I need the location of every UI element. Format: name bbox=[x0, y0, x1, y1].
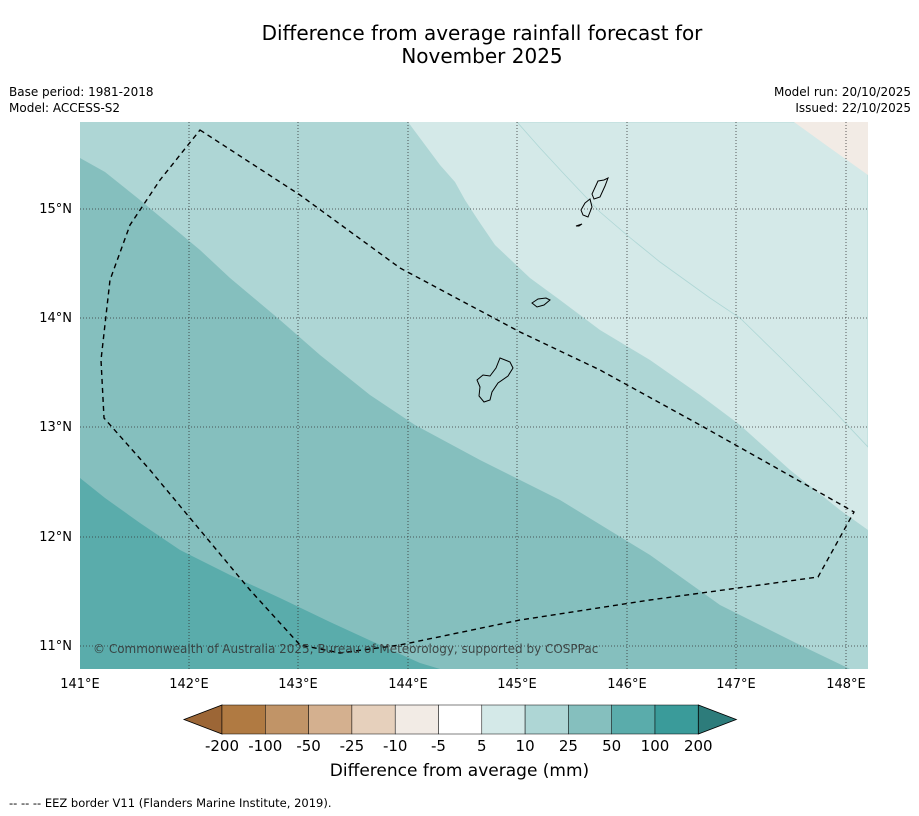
colorbar-cell bbox=[481, 704, 526, 735]
copyright-text: © Commonwealth of Australia 2025, Bureau… bbox=[93, 642, 598, 656]
colorbar-tick-label: 25 bbox=[559, 737, 578, 755]
colorbar-cell bbox=[394, 704, 439, 735]
lat-label: 15°N bbox=[39, 202, 72, 217]
colorbar-cell bbox=[524, 704, 569, 735]
lon-label: 146°E bbox=[607, 677, 647, 692]
model-run: Model run: 20/10/2025 bbox=[773, 85, 911, 99]
lat-label: 12°N bbox=[39, 530, 72, 545]
island-tinian bbox=[575, 223, 583, 227]
gridlines bbox=[80, 122, 868, 669]
colorbar-tick-label: -25 bbox=[340, 737, 365, 755]
colorbar-cell bbox=[438, 704, 483, 735]
lon-label: 148°E bbox=[826, 677, 866, 692]
island-guam bbox=[476, 357, 514, 403]
lat-label: 13°N bbox=[39, 420, 72, 435]
colorbar: -200 -100 -50 -25 -10 -5 5 10 25 50 100 200 bbox=[182, 704, 738, 755]
lon-label: 147°E bbox=[716, 677, 756, 692]
footnote: -- -- -- EEZ border V11 (Flanders Marine… bbox=[9, 796, 332, 810]
colorbar-label: Difference from average (mm) bbox=[329, 761, 590, 781]
lon-label: 144°E bbox=[388, 677, 428, 692]
band-minus10-to-minus5 bbox=[794, 122, 868, 175]
colorbar-tick-label: -100 bbox=[248, 737, 282, 755]
lon-label: 143°E bbox=[278, 677, 318, 692]
band-5-to-10-edge bbox=[516, 122, 868, 448]
lat-labels: 15°N 14°N 13°N 12°N 11°N bbox=[39, 202, 72, 654]
colorbar-cell bbox=[308, 704, 353, 735]
colorbar-tick-label: -5 bbox=[431, 737, 446, 755]
lon-label: 145°E bbox=[497, 677, 537, 692]
colorbar-tick-label: -200 bbox=[205, 737, 239, 755]
meta-right: Model run: 20/10/2025 Issued: 22/10/2025 bbox=[774, 84, 911, 116]
island-rota bbox=[531, 297, 551, 308]
colorbar-cell bbox=[351, 704, 396, 735]
colorbar-tick-label: 100 bbox=[641, 737, 670, 755]
lon-label: 142°E bbox=[169, 677, 209, 692]
colorbar-tick-label: -10 bbox=[383, 737, 408, 755]
title-line-2: November 2025 bbox=[401, 44, 563, 68]
lat-label: 14°N bbox=[39, 311, 72, 326]
colorbar-cell bbox=[654, 704, 699, 735]
eez-border bbox=[100, 129, 855, 654]
meta-left: Base period: 1981-2018 Model: ACCESS-S2 bbox=[9, 84, 154, 116]
colorbar-tick-label: 10 bbox=[516, 737, 535, 755]
map-panel: © Commonwealth of Australia 2025, Bureau… bbox=[80, 122, 868, 669]
colorbar-cell bbox=[568, 704, 612, 735]
map-title: Difference from average rainfall forecas… bbox=[0, 22, 919, 68]
title-line-1: Difference from average rainfall forecas… bbox=[261, 21, 703, 45]
lon-label: 141°E bbox=[60, 677, 100, 692]
issued-date: Issued: 22/10/2025 bbox=[795, 101, 911, 115]
base-period: Base period: 1981-2018 bbox=[9, 85, 154, 99]
colorbar-tick-label: -50 bbox=[296, 737, 321, 755]
colorbar-arrow-low bbox=[182, 704, 223, 735]
lat-label: 11°N bbox=[39, 639, 72, 654]
colorbar-arrow-high bbox=[697, 704, 738, 735]
colorbar-cell bbox=[265, 704, 309, 735]
colorbar-tick-label: 50 bbox=[602, 737, 621, 755]
colorbar-cell bbox=[221, 704, 266, 735]
colorbar-cell bbox=[611, 704, 656, 735]
colorbar-tick-label: 200 bbox=[684, 737, 713, 755]
lon-labels: 141°E 142°E 143°E 144°E 145°E 146°E 147°… bbox=[60, 677, 866, 692]
colorbar-tick-label: 5 bbox=[477, 737, 487, 755]
model-name: Model: ACCESS-S2 bbox=[9, 101, 121, 115]
band-50-to-100 bbox=[80, 478, 440, 669]
island-saipan bbox=[591, 176, 609, 200]
island-saipan-south bbox=[580, 198, 593, 218]
